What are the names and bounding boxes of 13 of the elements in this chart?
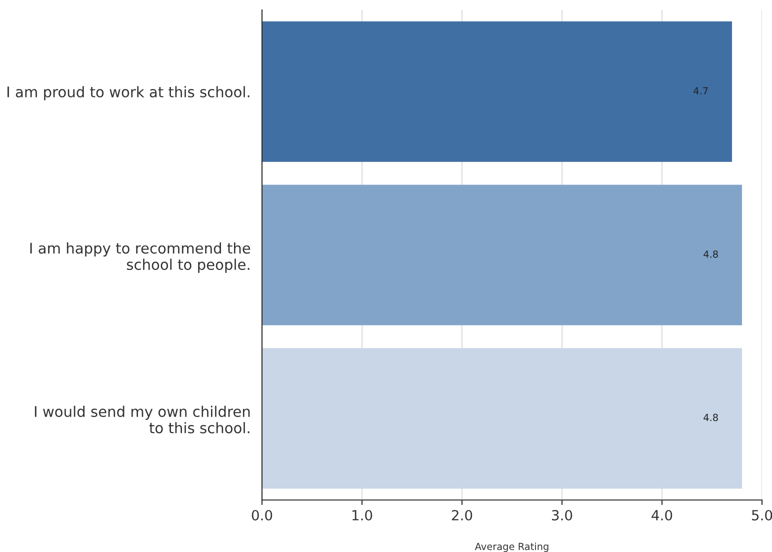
x-tick-label: 1.0 <box>352 510 372 520</box>
y-tick-label: I am happy to recommend the school to people. <box>30 242 250 273</box>
data-label: 4.8 <box>704 250 718 258</box>
x-tick-label: 3.0 <box>552 510 572 520</box>
x-tick-label: 0.0 <box>252 510 272 520</box>
y-tick-label: I would send my own children to this school. <box>34 406 250 434</box>
x-tick-label: 2.0 <box>452 510 472 520</box>
x-tick-label: 4.0 <box>652 510 672 520</box>
x-axis-title: Average Rating <box>474 542 548 552</box>
data-label: 4.7 <box>694 87 708 94</box>
data-label: 4.8 <box>704 414 718 422</box>
x-tick-label: 5.0 <box>752 510 772 520</box>
y-tick-label: I am proud to work at this school. <box>8 86 250 100</box>
